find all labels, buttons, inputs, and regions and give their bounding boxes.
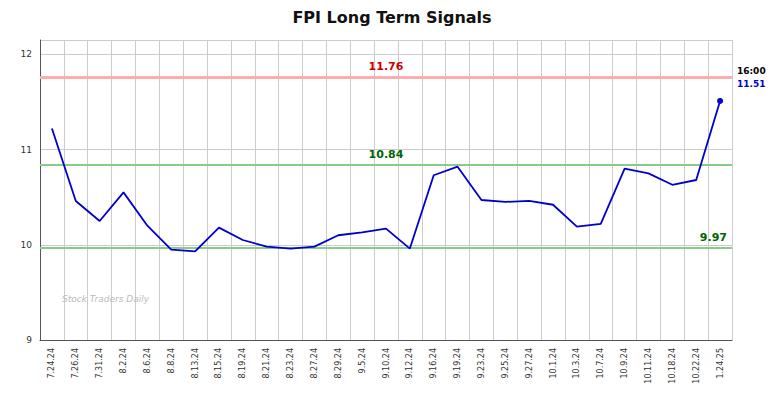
svg-text:8.23.24: 8.23.24 (286, 348, 295, 379)
svg-text:11: 11 (21, 145, 32, 155)
svg-text:10.84: 10.84 (369, 148, 404, 161)
svg-text:9.25.24: 9.25.24 (501, 348, 510, 379)
svg-text:10.1.24: 10.1.24 (549, 348, 558, 379)
svg-text:12: 12 (21, 49, 32, 59)
svg-text:11.76: 11.76 (369, 60, 404, 73)
svg-text:9.97: 9.97 (700, 231, 727, 244)
svg-text:10.11.24: 10.11.24 (644, 348, 653, 384)
svg-text:Stock Traders Daily: Stock Traders Daily (62, 294, 150, 304)
svg-text:10.3.24: 10.3.24 (572, 348, 581, 379)
svg-text:8.29.24: 8.29.24 (334, 348, 343, 379)
svg-text:7.26.24: 7.26.24 (71, 348, 80, 379)
svg-text:7.24.24: 7.24.24 (47, 348, 56, 379)
svg-text:8.15.24: 8.15.24 (214, 348, 223, 379)
svg-text:9.23.24: 9.23.24 (477, 348, 486, 379)
svg-text:7.31.24: 7.31.24 (95, 348, 104, 379)
svg-text:1.24.25: 1.24.25 (716, 348, 725, 379)
svg-text:9: 9 (26, 335, 32, 345)
svg-text:8.19.24: 8.19.24 (238, 348, 247, 379)
svg-text:9.12.24: 9.12.24 (405, 348, 414, 379)
svg-text:9.19.24: 9.19.24 (453, 348, 462, 379)
svg-text:FPI Long Term Signals: FPI Long Term Signals (292, 8, 491, 27)
svg-text:8.8.24: 8.8.24 (167, 348, 176, 373)
svg-text:11.51: 11.51 (737, 79, 765, 89)
svg-text:9.16.24: 9.16.24 (429, 348, 438, 379)
svg-text:8.21.24: 8.21.24 (262, 348, 271, 379)
svg-text:9.27.24: 9.27.24 (525, 348, 534, 379)
svg-text:8.2.24: 8.2.24 (119, 348, 128, 373)
svg-text:10.22.24: 10.22.24 (692, 348, 701, 384)
svg-text:8.13.24: 8.13.24 (191, 348, 200, 379)
svg-text:10: 10 (21, 240, 33, 250)
svg-text:10.7.24: 10.7.24 (596, 348, 605, 379)
svg-text:10.18.24: 10.18.24 (668, 348, 677, 384)
svg-text:16:00: 16:00 (737, 66, 766, 76)
svg-text:8.27.24: 8.27.24 (310, 348, 319, 379)
svg-text:9.10.24: 9.10.24 (382, 348, 391, 379)
svg-text:10.9.24: 10.9.24 (620, 348, 629, 379)
svg-text:9.5.24: 9.5.24 (358, 348, 367, 373)
svg-text:8.6.24: 8.6.24 (143, 348, 152, 373)
